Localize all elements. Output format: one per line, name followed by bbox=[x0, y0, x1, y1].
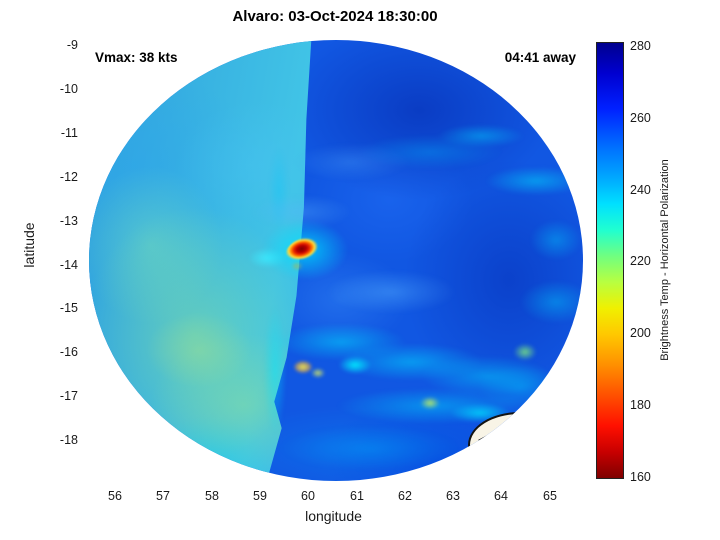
colorbar-tick-label: 200 bbox=[630, 326, 651, 340]
cimss-logo-text: C I M S S bbox=[470, 459, 570, 476]
colorbar-tick-label: 220 bbox=[630, 254, 651, 268]
radio-tower-icon bbox=[548, 426, 564, 460]
y-tick-label: -13 bbox=[59, 214, 78, 228]
x-tick-label: 62 bbox=[398, 489, 412, 503]
plot-title: Alvaro: 03-Oct-2024 18:30:00 bbox=[232, 8, 438, 25]
y-tick-label: -11 bbox=[60, 126, 78, 140]
colorbar-tick-label: 180 bbox=[630, 398, 651, 412]
y-axis-label: latitude bbox=[21, 222, 37, 268]
x-tick-label: 61 bbox=[350, 489, 364, 503]
x-tick-label: 58 bbox=[205, 489, 219, 503]
satellite-swath-image: C I M S S bbox=[89, 40, 583, 481]
x-tick-label: 56 bbox=[108, 489, 122, 503]
y-tick-label: -18 bbox=[59, 433, 78, 447]
x-tick-label: 59 bbox=[253, 489, 267, 503]
y-tick-label: -9 bbox=[66, 38, 78, 52]
satellite-dish-icon bbox=[505, 416, 549, 449]
colorbar-tick-label: 260 bbox=[630, 111, 651, 125]
y-tick-label: -15 bbox=[59, 301, 78, 315]
x-tick-label: 65 bbox=[543, 489, 557, 503]
colorbar-tick-label: 240 bbox=[630, 183, 651, 197]
tower-dish-icon bbox=[551, 417, 561, 427]
cimss-logo: C I M S S bbox=[468, 412, 574, 480]
x-tick-label: 57 bbox=[156, 489, 170, 503]
colorbar bbox=[596, 42, 624, 479]
colorbar-tick-label: 160 bbox=[630, 470, 651, 484]
x-tick-label: 64 bbox=[494, 489, 508, 503]
x-axis-label: longitude bbox=[305, 508, 362, 524]
y-tick-label: -16 bbox=[59, 345, 78, 359]
y-tick-label: -10 bbox=[59, 82, 78, 96]
convective-features-layer bbox=[89, 40, 583, 481]
x-tick-label: 60 bbox=[301, 489, 315, 503]
cimss-logo-oval: C I M S S bbox=[468, 412, 572, 478]
y-tick-label: -14 bbox=[59, 258, 78, 272]
y-tick-label: -17 bbox=[59, 389, 78, 403]
y-tick-label: -12 bbox=[59, 170, 78, 184]
x-tick-label: 63 bbox=[446, 489, 460, 503]
colorbar-axis-label: Brightness Temp - Horizontal Polarizatio… bbox=[659, 159, 671, 361]
colorbar-tick-label: 280 bbox=[630, 39, 651, 53]
